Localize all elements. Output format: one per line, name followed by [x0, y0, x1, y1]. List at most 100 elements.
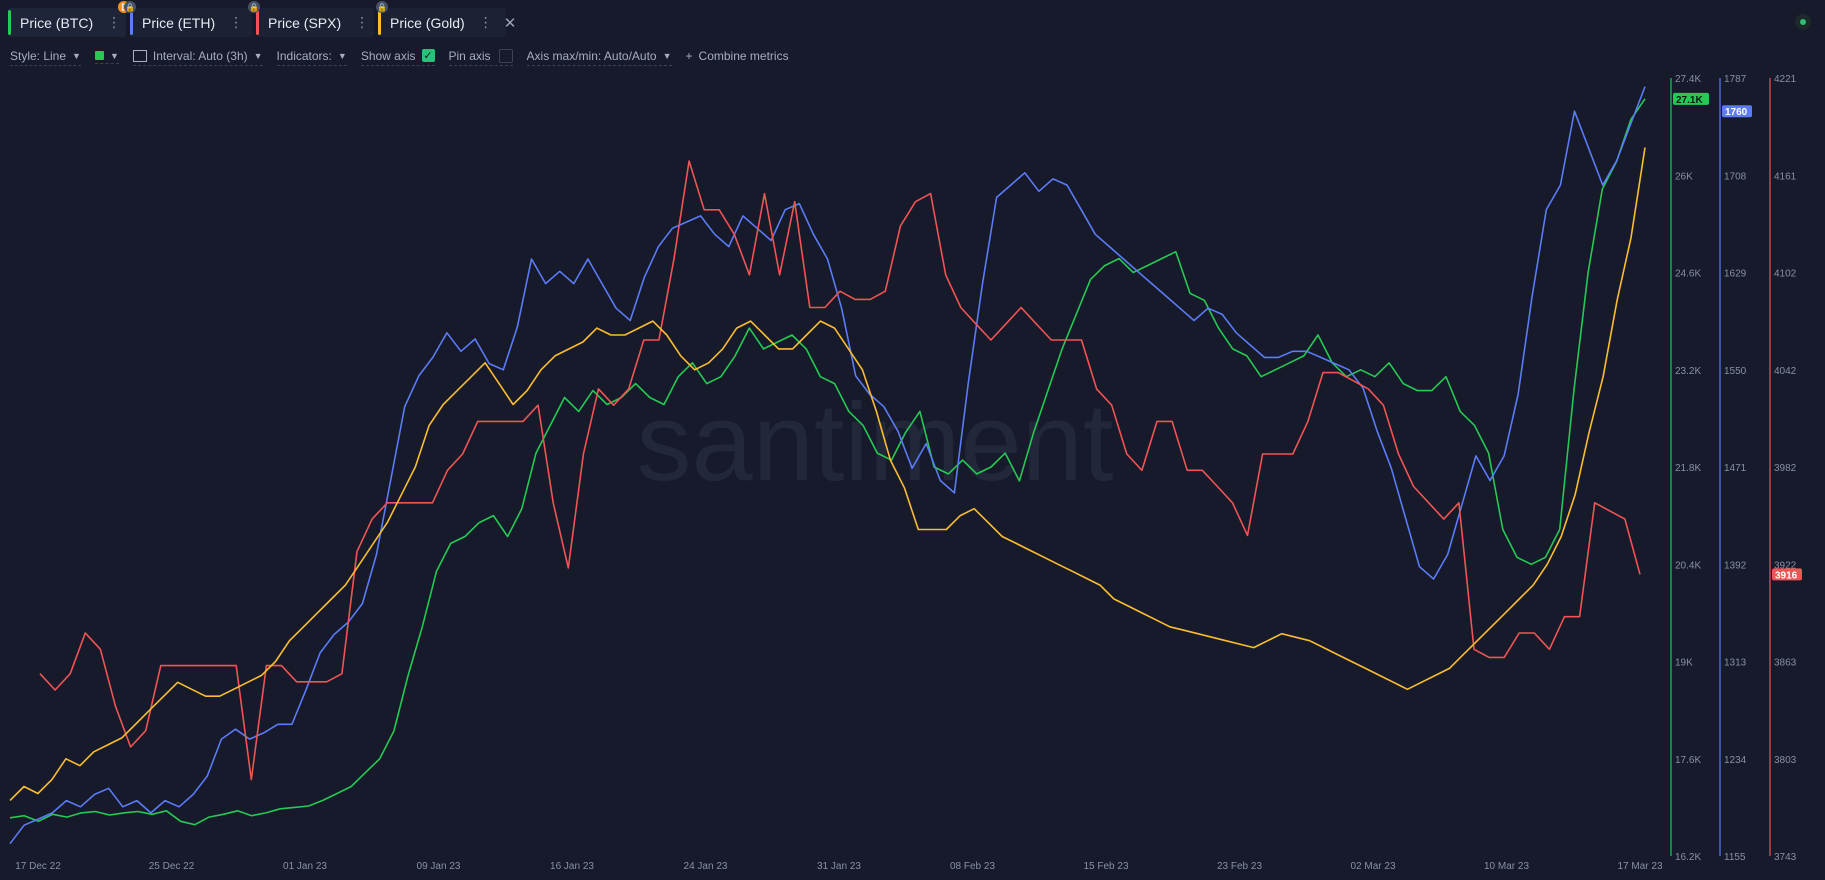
y-tick-label: 19K	[1675, 658, 1693, 669]
y-tick-label: 1155	[1724, 852, 1746, 863]
more-vertical-icon[interactable]: ⋮	[229, 14, 243, 30]
y-tick-label: 3922	[1774, 560, 1797, 571]
tab-label: Price (Gold)	[390, 14, 465, 31]
y-tick-label: 4102	[1774, 269, 1797, 280]
lock-badge-icon: 🔒	[124, 1, 136, 13]
series-line-price-gold	[9, 147, 1646, 801]
axis-maxmin-dropdown[interactable]: Axis max/min: Auto/Auto ▼	[526, 48, 672, 66]
y-tick-label: 20.4K	[1675, 560, 1701, 571]
x-tick-label: 15 Feb 23	[1083, 861, 1128, 872]
chevron-down-icon: ▼	[337, 50, 347, 61]
y-tick-label: 1550	[1724, 366, 1747, 377]
checkbox-checked-icon[interactable]: ✓	[421, 49, 435, 62]
x-tick-label: 01 Jan 23	[283, 861, 327, 872]
pin-axis-toggle[interactable]: Pin axis	[448, 48, 513, 66]
x-tick-label: 09 Jan 23	[417, 861, 461, 872]
series-line-price-btc	[9, 98, 1646, 826]
lock-badge-icon: 🔒	[376, 1, 388, 13]
y-tick-label: 4221	[1774, 74, 1797, 85]
current-value-label: 1760	[1725, 107, 1748, 118]
color-picker[interactable]: ▼	[94, 50, 119, 64]
plus-icon: +	[685, 49, 693, 63]
tab-color-bar	[256, 10, 259, 35]
combine-metrics-button[interactable]: + Combine metrics	[686, 49, 789, 65]
style-dropdown[interactable]: Style: Line ▼	[10, 49, 81, 66]
series-line-price-spx	[39, 160, 1641, 781]
metric-tabs: ₿ Price (BTC) ⋮ ✕ 🔒 Price (ETH) ⋮ ✕ 🔒 Pr…	[8, 1, 516, 37]
y-tick-label: 27.4K	[1675, 74, 1701, 85]
x-tick-label: 10 Mar 23	[1484, 861, 1529, 872]
y-tick-label: 1708	[1724, 171, 1747, 182]
tab-price-spx[interactable]: 🔒 Price (SPX) ⋮ ✕	[248, 1, 393, 37]
y-tick-label: 17.6K	[1675, 755, 1701, 766]
y-tick-label: 1234	[1724, 755, 1747, 766]
lock-badge-icon: 🔒	[248, 1, 260, 13]
indicators-label: Indicators:	[276, 48, 332, 63]
y-tick-label: 16.2K	[1675, 852, 1701, 863]
chart-toolbar: Style: Line ▼ ▼ Interval: Auto (3h) ▼ In…	[10, 48, 803, 66]
series-line-price-eth	[9, 86, 1646, 845]
current-value-tag	[1722, 105, 1752, 118]
y-tick-label: 3863	[1774, 658, 1797, 669]
status-indicator-icon	[1795, 14, 1811, 30]
show-axis-toggle[interactable]: Show axis ✓	[360, 48, 435, 66]
y-tick-label: 3743	[1774, 852, 1797, 863]
y-tick-label: 1471	[1724, 463, 1747, 474]
y-tick-label: 23.2K	[1675, 366, 1701, 377]
y-tick-label: 1313	[1724, 658, 1747, 669]
y-tick-label: 21.8K	[1675, 463, 1701, 474]
y-tick-label: 24.6K	[1675, 269, 1701, 280]
y-tick-label: 3982	[1774, 463, 1797, 474]
more-vertical-icon[interactable]: ⋮	[107, 14, 121, 30]
y-tick-label: 4161	[1774, 171, 1797, 182]
indicators-dropdown[interactable]: Indicators: ▼	[276, 48, 347, 66]
y-tick-label: 3803	[1774, 755, 1797, 766]
x-axis: 17 Dec 22 25 Dec 22 01 Jan 23 09 Jan 23 16 J…	[15, 861, 1663, 872]
style-label: Style: Line	[10, 48, 67, 63]
tab-color-bar	[378, 10, 381, 35]
tab-price-eth[interactable]: 🔒 Price (ETH) ⋮ ✕	[124, 1, 267, 37]
tab-color-bar	[8, 10, 11, 35]
y-tick-label: 1392	[1724, 560, 1747, 571]
combine-metrics-label: Combine metrics	[698, 49, 789, 63]
chevron-down-icon: ▼	[253, 50, 263, 61]
checkbox-unchecked-icon[interactable]	[498, 48, 513, 63]
tab-label: Price (BTC)	[20, 14, 94, 31]
color-swatch-icon	[94, 51, 104, 60]
y-tick-label: 1629	[1724, 269, 1747, 280]
interval-dropdown[interactable]: Interval: Auto (3h) ▼	[132, 48, 263, 66]
x-tick-label: 31 Jan 23	[817, 861, 861, 872]
watermark: santiment	[637, 381, 1114, 504]
tab-label: Price (ETH)	[142, 14, 216, 31]
tab-label: Price (SPX)	[268, 14, 342, 31]
more-vertical-icon[interactable]: ⋮	[355, 14, 369, 30]
x-tick-label: 08 Feb 23	[950, 861, 995, 872]
chevron-down-icon: ▼	[109, 50, 119, 61]
x-tick-label: 25 Dec 22	[149, 861, 195, 872]
x-tick-label: 24 Jan 23	[684, 861, 728, 872]
interval-icon	[132, 49, 147, 62]
axis-maxmin-label: Axis max/min: Auto/Auto	[526, 48, 657, 63]
chevron-down-icon: ▼	[662, 50, 672, 61]
interval-label: Interval: Auto (3h)	[152, 48, 248, 63]
x-tick-label: 02 Mar 23	[1350, 861, 1395, 872]
y-tick-label: 1787	[1724, 74, 1747, 85]
tab-color-bar	[130, 10, 133, 35]
current-value-tag	[1772, 568, 1802, 581]
current-value-tag	[1673, 92, 1709, 105]
x-tick-label: 17 Dec 22	[15, 861, 61, 872]
more-vertical-icon[interactable]: ⋮	[478, 14, 493, 30]
pin-axis-label: Pin axis	[448, 48, 491, 63]
tab-price-gold[interactable]: 🔒 Price (Gold) ⋮ ✕	[376, 1, 516, 37]
show-axis-label: Show axis	[360, 48, 416, 63]
y-tick-label: 26K	[1675, 171, 1693, 182]
x-tick-label: 16 Jan 23	[550, 861, 594, 872]
chevron-down-icon: ▼	[72, 50, 81, 61]
close-icon[interactable]: ✕	[503, 14, 517, 32]
chart-series	[9, 86, 1646, 845]
chart-axes: 27.4K 26K 24.6K 23.2K 21.8K 20.4K 19K 17.6K 16.2…	[1670, 74, 1802, 863]
x-tick-label: 23 Feb 23	[1217, 861, 1262, 872]
y-tick-label: 4042	[1774, 366, 1797, 377]
x-tick-label: 17 Mar 23	[1617, 861, 1662, 872]
